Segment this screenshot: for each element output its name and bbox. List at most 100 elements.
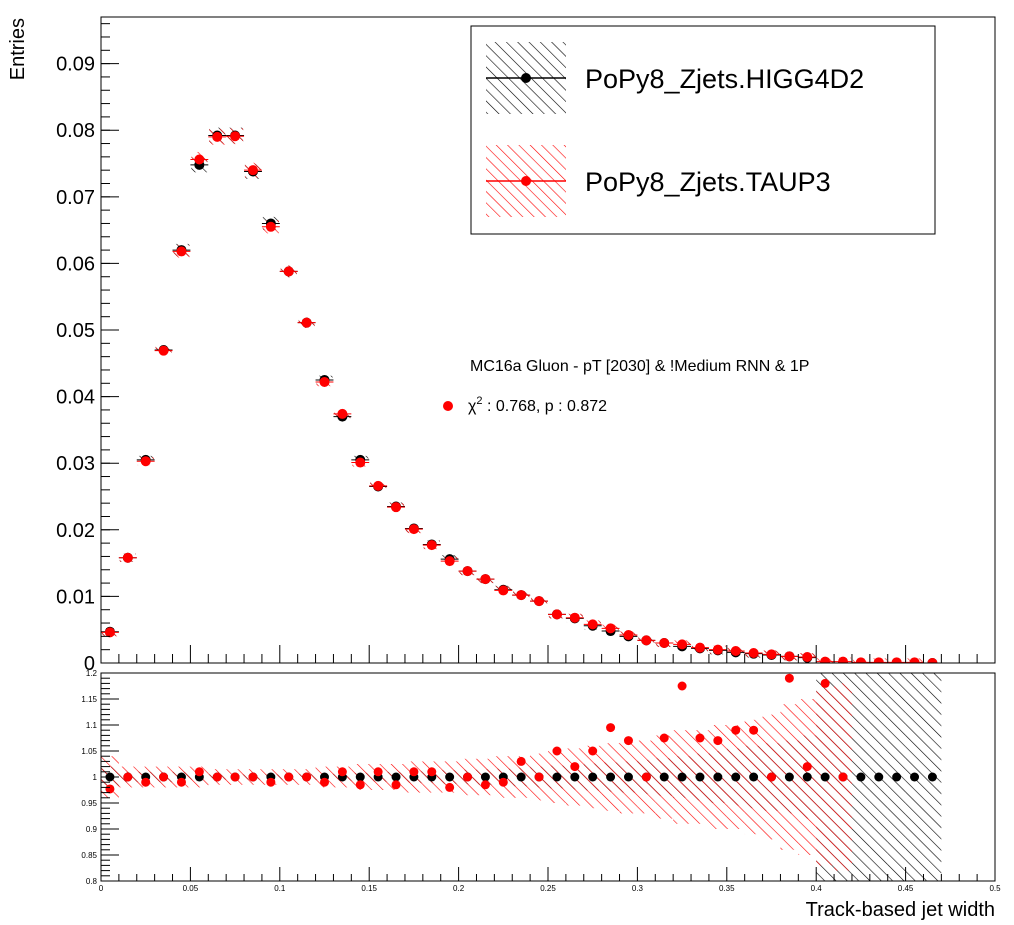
ratio-point-higg4d2 [391,772,401,782]
main-point-taup3 [838,656,849,663]
ratio-point-higg4d2 [820,772,830,782]
main-frame [100,16,996,664]
ratio-point-higg4d2 [927,772,937,782]
main-point-taup3 [694,642,705,653]
main-point-taup3 [516,590,527,601]
main-axes: 0 0.01 0.02 0.03 0.04 0.05 0.06 0.07 0.08 0.09 [56,23,996,675]
ratio-point-higg4d2 [570,772,580,782]
ratio-point-taup3 [409,767,419,777]
annotation-selection: MC16a Gluon - pT [2030] & !Medium RNN & … [470,358,809,375]
main-point-taup3 [748,648,759,659]
ratio-point-taup3 [212,772,222,782]
ratio-point-higg4d2 [355,772,365,782]
main-point-taup3 [569,612,580,623]
ratio-point-higg4d2 [856,772,866,782]
ratio-point-taup3 [337,767,347,777]
main-y-tick-label: 0.01 [56,586,95,608]
main-y-tick-label: 0.07 [56,187,95,209]
ratio-point-taup3 [230,772,240,782]
main-point-taup3 [373,480,384,491]
ratio-point-higg4d2 [802,772,812,782]
ratio-y-tick-label: 1.15 [81,695,97,704]
legend: PoPy8_Zjets.HIGG4D2 PoPy8_Zjets.TAUP3 [470,25,936,235]
ratio-data-points [105,673,937,794]
ratio-point-higg4d2 [552,772,562,782]
main-point-taup3 [391,502,402,513]
legend-label-taup3: PoPy8_Zjets.TAUP3 [585,167,831,197]
ratio-y-tick-label: 1.05 [81,747,97,756]
main-point-taup3 [194,154,205,165]
main-point-taup3 [283,266,294,277]
main-point-taup3 [659,638,670,649]
ratio-point-higg4d2 [659,772,669,782]
ratio-point-higg4d2 [713,772,723,782]
main-y-tick-label: 0.05 [56,320,95,342]
ratio-point-taup3 [820,678,830,688]
main-point-taup3 [426,540,437,551]
ratio-point-taup3 [695,733,705,743]
ratio-x-tick-label: 0.45 [898,884,914,893]
ratio-point-higg4d2 [606,772,616,782]
ratio-point-taup3 [749,725,759,735]
ratio-point-taup3 [159,772,169,782]
ratio-point-higg4d2 [874,772,884,782]
y-axis-label: Entries [7,18,29,80]
main-point-taup3 [230,131,241,142]
main-y-tick-label: 0.08 [56,120,95,142]
annotation-marker [443,401,453,411]
main-point-taup3 [802,652,813,663]
main-point-taup3 [927,658,938,663]
ratio-point-higg4d2 [516,772,526,782]
ratio-point-taup3 [355,780,365,790]
ratio-point-taup3 [391,780,401,790]
main-point-taup3 [784,651,795,662]
annotation-chi2: χ2 : 0.768, p : 0.872 [468,395,607,415]
ratio-point-higg4d2 [480,772,490,782]
ratio-x-tick-label: 0.3 [632,884,644,893]
ratio-point-taup3 [427,767,437,777]
main-point-taup3 [766,649,777,660]
ratio-x-tick-label: 0.5 [989,884,1001,893]
ratio-point-higg4d2 [731,772,741,782]
ratio-y-tick-label: 1 [93,773,98,782]
main-y-tick-label: 0.09 [56,54,95,76]
ratio-point-taup3 [498,777,508,787]
main-point-taup3 [265,221,276,232]
ratio-point-taup3 [141,777,151,787]
main-y-tick-label: 0.02 [56,520,95,542]
annotation: MC16a Gluon - pT [2030] & !Medium RNN & … [443,358,809,415]
main-point-taup3 [301,317,312,328]
ratio-point-higg4d2 [623,772,633,782]
main-point-taup3 [855,657,866,663]
ratio-y-tick-label: 0.95 [81,799,97,808]
ratio-x-tick-label: 0.25 [540,884,556,893]
main-point-taup3 [623,630,634,641]
main-point-taup3 [551,609,562,620]
ratio-point-taup3 [516,756,526,766]
main-y-tick-label: 0.04 [56,387,95,409]
main-point-taup3 [104,627,115,638]
legend-label-higg4d2: PoPy8_Zjets.HIGG4D2 [585,64,864,94]
main-point-taup3 [480,574,491,585]
ratio-point-taup3 [373,767,383,777]
ratio-y-tick-label: 0.9 [86,825,98,834]
main-point-taup3 [158,345,169,356]
ratio-point-taup3 [731,725,741,735]
ratio-point-taup3 [284,772,294,782]
ratio-point-taup3 [534,772,544,782]
ratio-point-taup3 [570,762,580,772]
main-point-taup3 [462,566,473,577]
ratio-point-taup3 [713,736,723,746]
main-point-taup3 [677,639,688,650]
legend-marker-taup3 [521,176,531,186]
ratio-point-taup3 [248,772,258,782]
ratio-x-tick-label: 0.1 [274,884,286,893]
main-point-taup3 [355,457,366,468]
ratio-y-tick-label: 1.2 [86,669,98,678]
ratio-axes: 0.8 0.85 0.9 0.95 1 1.05 1.1 1.15 1.2 0 0.05 0.1 0.1… [81,669,1001,893]
legend-marker-higg4d2 [521,73,531,83]
main-point-taup3 [319,376,330,387]
main-y-tick-label: 0.03 [56,453,95,475]
ratio-point-taup3 [194,767,204,777]
